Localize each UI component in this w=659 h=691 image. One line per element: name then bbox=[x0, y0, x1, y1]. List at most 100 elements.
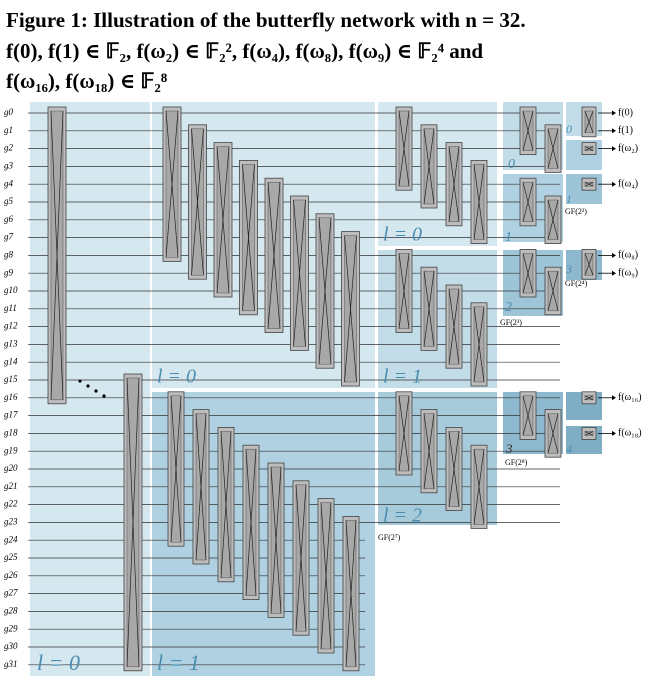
block-edge bbox=[584, 110, 594, 133]
region-label: l = 1 bbox=[383, 366, 422, 388]
block-edge bbox=[242, 164, 255, 311]
region-label: 1 bbox=[566, 192, 572, 206]
block-edge bbox=[547, 413, 559, 454]
input-label: g7 bbox=[4, 232, 14, 242]
input-label: g8 bbox=[4, 249, 14, 259]
block-edge bbox=[522, 395, 534, 436]
region-label: l = 1 bbox=[157, 650, 200, 675]
dot bbox=[86, 384, 90, 388]
block-edge bbox=[473, 164, 485, 240]
block-edge bbox=[216, 146, 230, 294]
input-label: g21 bbox=[4, 481, 18, 491]
arrow-head bbox=[612, 110, 616, 116]
region-label: 3 bbox=[505, 441, 513, 456]
block-edge bbox=[448, 431, 460, 507]
output-label: f(ω₉) bbox=[618, 267, 638, 278]
block-edge bbox=[318, 217, 332, 365]
arrow-head bbox=[612, 430, 616, 436]
input-label: g26 bbox=[4, 570, 18, 580]
block-edge bbox=[547, 128, 559, 169]
input-label: g16 bbox=[4, 392, 18, 402]
caption-line: f(ω₁₆), f(ω₁₈) ∈ 𝔽₂⁸ bbox=[6, 69, 168, 93]
arrow-head bbox=[612, 181, 616, 187]
input-label: g3 bbox=[4, 160, 14, 170]
block-edge bbox=[398, 253, 410, 329]
input-label: g18 bbox=[4, 427, 18, 437]
arrow-head bbox=[612, 395, 616, 401]
input-label: g6 bbox=[4, 214, 14, 224]
field-label: GF(2³) bbox=[500, 318, 522, 327]
block-edge bbox=[448, 146, 460, 222]
block-edge bbox=[584, 253, 594, 276]
output-label: f(ω₄) bbox=[618, 178, 638, 189]
arrow-head bbox=[612, 252, 616, 258]
block-edge bbox=[584, 395, 594, 401]
input-label: g5 bbox=[4, 196, 14, 206]
input-label: g31 bbox=[4, 659, 18, 669]
block-edge bbox=[293, 199, 306, 347]
dot bbox=[94, 389, 98, 393]
block-edge bbox=[448, 288, 460, 365]
output-label: f(0) bbox=[618, 107, 633, 118]
output-label: f(ω₈) bbox=[618, 250, 638, 261]
input-label: g30 bbox=[4, 641, 18, 651]
block-edge bbox=[584, 146, 594, 151]
block-edge bbox=[220, 431, 232, 578]
block-edge bbox=[473, 306, 485, 383]
region-label: 0 bbox=[566, 122, 572, 136]
region-label: l = 0 bbox=[37, 650, 80, 675]
block-edge bbox=[584, 181, 594, 187]
block-edge bbox=[522, 182, 534, 222]
block-edge bbox=[270, 466, 282, 614]
region-label: 4 bbox=[566, 442, 572, 456]
input-label: g17 bbox=[4, 410, 18, 420]
input-label: g14 bbox=[4, 356, 18, 366]
caption-line: Figure 1: Illustration of the butterfly … bbox=[6, 8, 526, 32]
block-edge bbox=[522, 253, 534, 294]
block-edge bbox=[245, 449, 257, 596]
region-label: l = 2 bbox=[383, 505, 422, 527]
block-edge bbox=[50, 110, 64, 400]
arrow-head bbox=[612, 270, 616, 276]
input-label: g19 bbox=[4, 445, 18, 455]
output-label: f(ω₁₈) bbox=[618, 428, 642, 439]
input-label: g23 bbox=[4, 516, 18, 526]
region-label: 2 bbox=[505, 300, 512, 315]
region-label: l = 0 bbox=[383, 224, 422, 246]
dot bbox=[102, 394, 106, 398]
input-label: g25 bbox=[4, 552, 18, 562]
arrow-head bbox=[612, 128, 616, 134]
block-edge bbox=[320, 502, 332, 650]
input-label: g28 bbox=[4, 605, 18, 615]
block-edge bbox=[126, 377, 140, 667]
input-label: g13 bbox=[4, 338, 18, 348]
input-label: g10 bbox=[4, 285, 18, 295]
block-edge bbox=[473, 449, 485, 525]
field-label: GF(2⁷) bbox=[378, 533, 401, 542]
field-label: GF(2⁴) bbox=[565, 279, 588, 288]
block-edge bbox=[423, 413, 435, 489]
region-label: 3 bbox=[565, 262, 572, 276]
region-label: 1 bbox=[505, 230, 512, 245]
input-label: g22 bbox=[4, 499, 18, 509]
region-label: 0 bbox=[508, 157, 515, 172]
input-label: g0 bbox=[4, 107, 14, 117]
input-label: g1 bbox=[4, 125, 13, 135]
caption-line: f(0), f(1) ∈ 𝔽₂, f(ω₂) ∈ 𝔽₂², f(ω₄), f(ω… bbox=[6, 39, 484, 63]
output-label: f(ω₂) bbox=[618, 143, 638, 154]
block-edge bbox=[584, 431, 594, 436]
input-label: g24 bbox=[4, 534, 18, 544]
block-edge bbox=[165, 110, 179, 258]
block-edge bbox=[423, 271, 435, 347]
block-edge bbox=[267, 182, 281, 329]
input-label: g15 bbox=[4, 374, 18, 384]
input-label: g9 bbox=[4, 267, 14, 277]
block-edge bbox=[295, 484, 307, 632]
input-label: g2 bbox=[4, 143, 14, 153]
block-edge bbox=[170, 395, 182, 543]
output-label: f(ω₁₆) bbox=[618, 392, 642, 403]
input-label: g12 bbox=[4, 321, 18, 331]
block-edge bbox=[398, 110, 410, 187]
